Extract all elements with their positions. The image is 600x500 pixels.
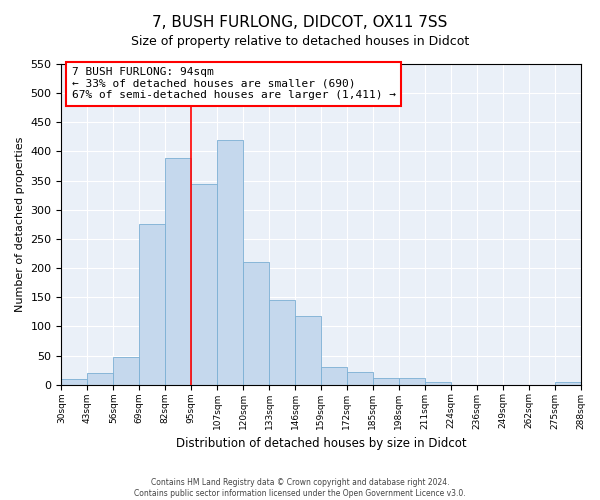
Text: Size of property relative to detached houses in Didcot: Size of property relative to detached ho… bbox=[131, 35, 469, 48]
Bar bbox=[425, 382, 451, 384]
Bar bbox=[269, 300, 295, 384]
Bar bbox=[165, 158, 191, 384]
Bar bbox=[113, 356, 139, 384]
Bar bbox=[88, 373, 113, 384]
Text: 7, BUSH FURLONG, DIDCOT, OX11 7SS: 7, BUSH FURLONG, DIDCOT, OX11 7SS bbox=[152, 15, 448, 30]
Bar bbox=[217, 140, 243, 384]
Text: Contains HM Land Registry data © Crown copyright and database right 2024.
Contai: Contains HM Land Registry data © Crown c… bbox=[134, 478, 466, 498]
Y-axis label: Number of detached properties: Number of detached properties bbox=[15, 136, 25, 312]
Bar bbox=[61, 379, 88, 384]
Bar bbox=[139, 224, 165, 384]
Bar bbox=[191, 184, 217, 384]
Bar bbox=[347, 372, 373, 384]
Bar bbox=[243, 262, 269, 384]
Bar bbox=[295, 316, 321, 384]
Bar bbox=[554, 382, 581, 384]
X-axis label: Distribution of detached houses by size in Didcot: Distribution of detached houses by size … bbox=[176, 437, 466, 450]
Bar bbox=[321, 367, 347, 384]
Bar bbox=[399, 378, 425, 384]
Text: 7 BUSH FURLONG: 94sqm
← 33% of detached houses are smaller (690)
67% of semi-det: 7 BUSH FURLONG: 94sqm ← 33% of detached … bbox=[72, 67, 396, 100]
Bar bbox=[373, 378, 399, 384]
